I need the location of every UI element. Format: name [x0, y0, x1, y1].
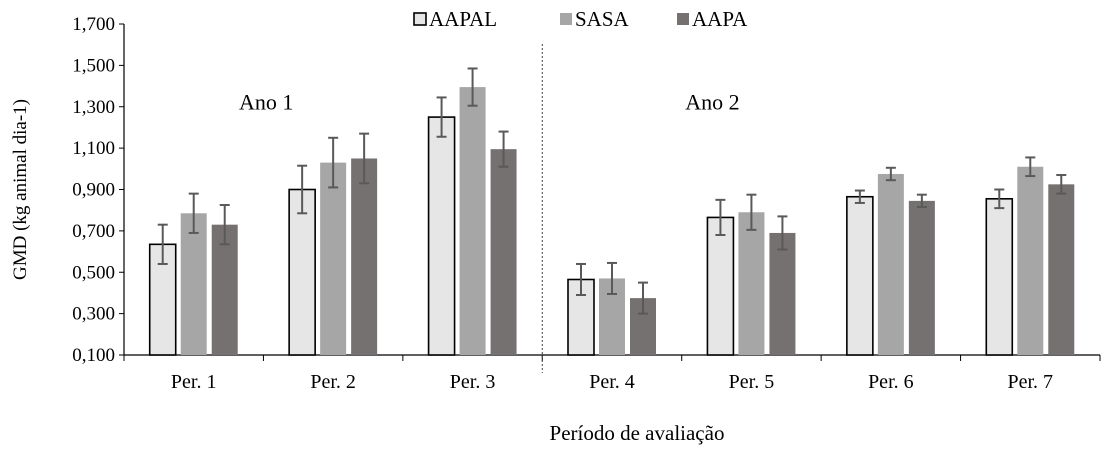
- legend-label-aapal: AAPAL: [429, 7, 497, 31]
- bar-aapa-6: [908, 200, 935, 355]
- bar-sasa-6: [877, 173, 904, 355]
- bar-sasa-5: [738, 212, 765, 355]
- annotation-1: Ano 1: [239, 89, 293, 114]
- annotation-2: Ano 2: [685, 89, 739, 114]
- bar-aapa-1: [211, 224, 238, 355]
- bar-aapa-7: [1048, 184, 1075, 355]
- x-tick-label: Per. 7: [1008, 371, 1054, 393]
- y-tick-label: 1,500: [72, 55, 115, 76]
- bar-aapal-3: [427, 116, 456, 356]
- y-tick-label: 0,500: [72, 262, 115, 283]
- x-tick-label: Per. 5: [729, 371, 775, 393]
- y-tick-label: 0,300: [72, 304, 115, 325]
- bar-sasa-1: [180, 213, 207, 355]
- x-tick-label: Per. 4: [589, 371, 635, 393]
- bar-sasa-3: [459, 87, 486, 356]
- y-tick-label: 1,300: [72, 97, 115, 118]
- x-tick-label: Per. 2: [310, 371, 356, 393]
- bar-aapal-6: [846, 195, 874, 356]
- bar-aapal-7: [985, 198, 1014, 356]
- bar-aapa-5: [769, 232, 796, 355]
- bar-aapa-3: [490, 149, 517, 355]
- legend-swatch-aapal: [413, 12, 427, 26]
- y-tick-label: 0,700: [72, 221, 115, 242]
- bar-aapal-5: [706, 216, 735, 356]
- bar-sasa-2: [320, 162, 347, 355]
- bar-aapal-2: [288, 188, 316, 356]
- x-tick-label: Per. 6: [868, 371, 914, 393]
- bar-sasa-7: [1017, 166, 1044, 355]
- x-tick-label: Per. 1: [171, 371, 217, 393]
- y-axis-title: GMD (kg animal dia-1): [10, 99, 31, 280]
- legend-swatch-aapa: [677, 13, 689, 25]
- bar-aapa-2: [351, 158, 378, 355]
- y-tick-label: 1,700: [72, 14, 115, 35]
- y-tick-label: 1,100: [72, 138, 115, 159]
- legend-label-sasa: SASA: [575, 7, 630, 31]
- y-tick-label: 0,900: [72, 180, 115, 201]
- y-tick-label: 0,100: [72, 345, 115, 366]
- legend-label-aapa: AAPA: [692, 7, 748, 31]
- x-tick-label: Per. 3: [450, 371, 496, 393]
- legend-swatch-sasa: [560, 13, 572, 25]
- x-axis-title: Período de avaliação: [550, 421, 725, 445]
